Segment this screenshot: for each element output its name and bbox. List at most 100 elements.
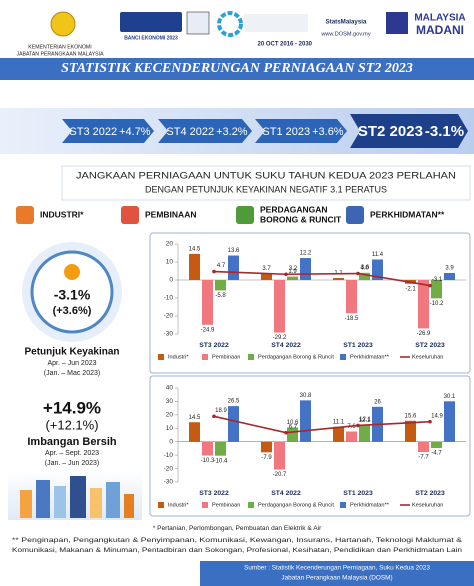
- footnote: * Pertanian, Perlombongan, Pembuatan dan…: [153, 525, 322, 532]
- sdg-period: 2016 - 2030: [280, 42, 313, 48]
- crest: [50, 11, 76, 37]
- indicator-previous: (+12.1%): [45, 417, 98, 432]
- value-label: 13.6: [228, 248, 240, 254]
- building: [106, 482, 120, 518]
- line-point: [284, 272, 288, 277]
- legend-swatch: [158, 502, 164, 508]
- subtitle-line: DENGAN PETUNJUK KEYAKINAN NEGATIF 3.1 PE…: [145, 184, 387, 194]
- banner-value: +4.7%: [119, 126, 151, 138]
- department: JABATAN PERANGKAAN MALAYSIA: [16, 51, 104, 57]
- value-label: -2.1: [405, 286, 416, 292]
- bar: [215, 280, 226, 291]
- legend-label: Keseluruhan: [412, 354, 443, 360]
- bar: [418, 441, 429, 453]
- building: [54, 486, 66, 518]
- banner-value: +3.2%: [216, 126, 248, 138]
- bar: [189, 422, 200, 442]
- value-label: 12.2: [300, 251, 312, 257]
- value-label: 15.6: [405, 413, 417, 419]
- banner-item: ST4 2022 +3.2%: [166, 126, 247, 138]
- sector-label: PERDAGANGAN: [260, 204, 328, 214]
- x-tick-label: ST1 2023: [343, 342, 373, 349]
- bar: [261, 441, 272, 453]
- value-label: 4.7: [217, 263, 226, 269]
- banner-period: ST1 2023: [262, 126, 310, 138]
- value-label: 3.7: [262, 266, 271, 272]
- value-label: 14.5: [189, 246, 201, 252]
- legend-label: Perdagangan Borong & Runcit: [258, 354, 334, 360]
- value-label: 12.1: [359, 417, 371, 423]
- legend-swatch: [248, 502, 254, 508]
- footnote: ** Penginapan, Pengangkutan & Penyimpana…: [12, 537, 463, 544]
- indicator-previous-period: (Jan. – Jun 2023): [45, 460, 99, 467]
- bar: [189, 253, 200, 280]
- value-label: -18.5: [345, 316, 359, 322]
- legend-label: Perkhidmatan**: [350, 502, 390, 508]
- value-label: -7.9: [261, 455, 272, 461]
- sector-label: INDUSTRI*: [40, 209, 84, 219]
- line-point: [212, 414, 216, 419]
- bar: [300, 258, 311, 280]
- bar: [359, 272, 370, 280]
- legend-label: Perkhidmatan**: [350, 354, 390, 360]
- legend-label: Industri*: [168, 502, 189, 508]
- legend-swatch: [202, 502, 208, 508]
- bar: [287, 276, 298, 280]
- value-label: 26: [374, 399, 381, 405]
- banner-item: ST1 2023 +3.6%: [262, 126, 343, 138]
- subtitle-box: [61, 165, 471, 201]
- sector-icon: [121, 206, 139, 224]
- chevron: [350, 114, 468, 148]
- value-label: 6.7: [289, 424, 298, 430]
- x-tick-label: ST2 2023: [415, 342, 445, 349]
- value-label: -10.2: [430, 301, 444, 307]
- y-tick-label: 20: [166, 412, 174, 419]
- value-label: -3.1: [432, 277, 443, 283]
- bar: [287, 427, 298, 442]
- line-point: [428, 283, 432, 288]
- bar: [228, 406, 239, 442]
- title: STATISTIK KECENDERUNGAN PERNIAGAAN ST2 2…: [61, 61, 413, 76]
- line: [213, 415, 431, 434]
- indicator-label: Petunjuk Keyakinan: [24, 347, 119, 358]
- y-tick-label: -10: [164, 452, 174, 459]
- sdg-wheel: [217, 11, 243, 37]
- value-label: 1.9: [288, 269, 297, 275]
- sdg-icons: [244, 14, 308, 32]
- bar: [359, 425, 370, 442]
- bar: [274, 280, 285, 333]
- brand-bottom: MADANI: [416, 23, 464, 37]
- bar: [300, 400, 311, 442]
- value-label: 30.8: [300, 393, 312, 399]
- line: [213, 270, 431, 287]
- y-tick-label: -20: [164, 465, 174, 472]
- sector-icon: [236, 206, 254, 224]
- y-tick-label: -30: [164, 331, 174, 338]
- value-label: -4.7: [431, 451, 442, 457]
- bar: [215, 441, 226, 456]
- brand-top: MALAYSIA: [414, 13, 465, 24]
- banner-item: ST3 2022 +4.7%: [69, 126, 150, 138]
- chevron: [158, 119, 252, 143]
- charts: -30 -20 -10 0 10 20 ST3 2022 ST4 2022 ST1 2023 ST…: [158, 241, 466, 508]
- sector-label: BORONG & RUNCIT: [260, 214, 342, 224]
- value-label: 26.5: [228, 399, 240, 405]
- sector-label: PEMBINAAN: [145, 209, 196, 219]
- y-tick-label: -30: [164, 479, 174, 486]
- x-tick-label: ST4 2022: [271, 490, 301, 497]
- sector-icon: [346, 206, 364, 224]
- footnote: Komunikasi, Makanan & Minuman, Pentadbir…: [12, 547, 462, 554]
- value-label: -29.2: [273, 335, 287, 341]
- gauge-icon: [64, 264, 80, 280]
- census-logo: [120, 12, 182, 32]
- value-label: -24.9: [201, 327, 215, 333]
- y-tick-label: 30: [166, 398, 174, 405]
- bar: [431, 441, 442, 449]
- banner-value: -3.1%: [425, 123, 464, 140]
- x-tick-label: ST3 2022: [199, 490, 229, 497]
- indicator-value: -3.1%: [54, 287, 91, 303]
- indicator-period: Apr. – Sept. 2023: [45, 450, 99, 457]
- indicator-period: Apr. – Jun 2023: [47, 360, 96, 367]
- line-point: [212, 269, 216, 274]
